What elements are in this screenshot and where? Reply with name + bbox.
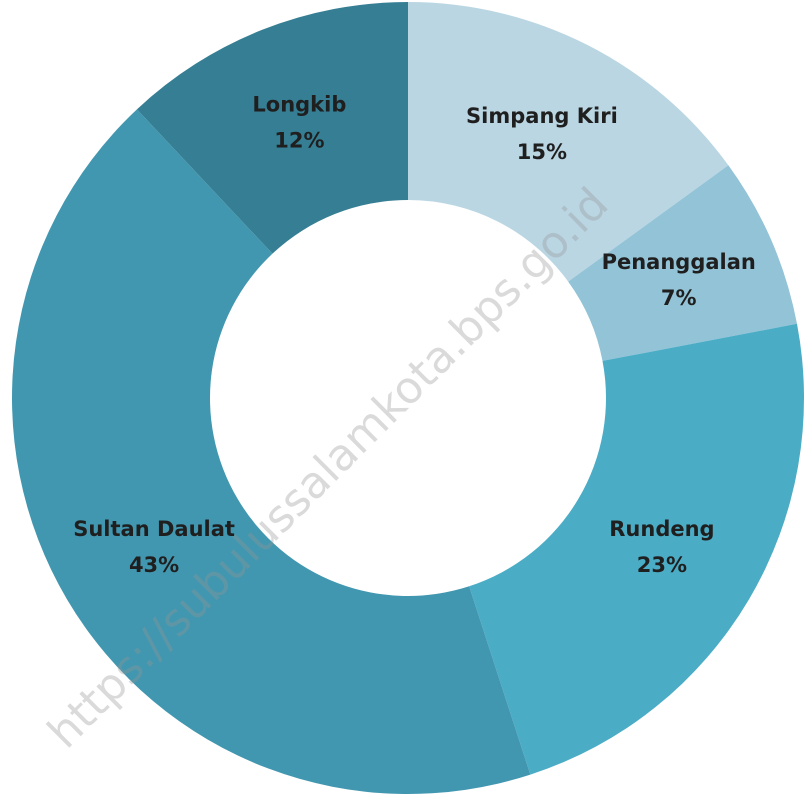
- slice-value-label: 12%: [274, 129, 324, 153]
- donut-slice: [136, 2, 408, 254]
- slice-label: Simpang Kiri: [466, 104, 618, 128]
- donut-slice: [11, 109, 531, 795]
- slice-label: Rundeng: [609, 517, 714, 541]
- slice-value-label: 43%: [129, 553, 179, 577]
- slice-value-label: 7%: [661, 286, 697, 310]
- donut-slice: [568, 165, 797, 361]
- slice-label: Sultan Daulat: [73, 517, 235, 541]
- slice-label: Longkib: [252, 93, 346, 117]
- slice-label: Penanggalan: [602, 250, 756, 274]
- donut-slice: [408, 2, 729, 282]
- donut-slice: [469, 323, 804, 775]
- slice-value-label: 23%: [637, 553, 687, 577]
- slice-value-label: 15%: [517, 140, 567, 164]
